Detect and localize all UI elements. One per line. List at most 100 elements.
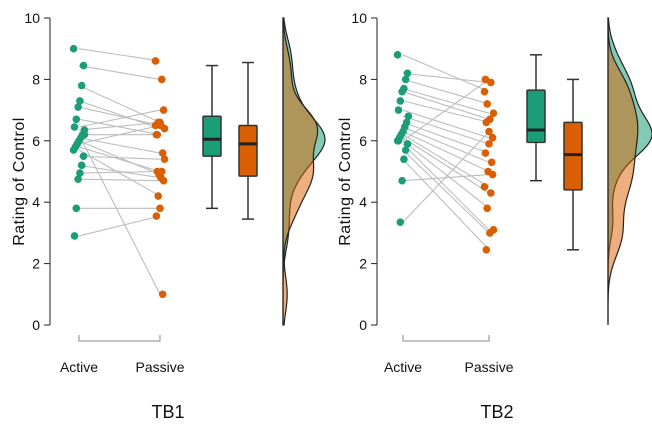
point-active [403, 140, 412, 148]
point-active [401, 75, 410, 84]
paired-line [78, 164, 161, 179]
paired-line [402, 134, 490, 188]
point-active [394, 106, 403, 114]
paired-lines [78, 48, 161, 295]
y-axis-title: Rating of Control [11, 117, 28, 246]
x-axis-line [402, 335, 490, 342]
y-tick-label: 4 [359, 194, 367, 210]
paired-line [402, 137, 490, 194]
y-tick-label: 0 [359, 317, 367, 333]
point-active [70, 232, 79, 240]
paired-line [402, 143, 490, 231]
point-active [74, 175, 82, 183]
point-active [72, 115, 81, 124]
boxplot-box [238, 124, 258, 177]
paired-line [78, 170, 161, 174]
point-passive [158, 75, 166, 84]
point-active [76, 169, 84, 177]
paired-line [402, 109, 490, 139]
boxplot-box [202, 115, 222, 157]
point-passive [482, 245, 491, 254]
paired-line [78, 134, 161, 295]
paired-line [78, 215, 161, 237]
paired-line [402, 91, 490, 120]
x-axis-line [78, 335, 161, 342]
paired-line [402, 100, 490, 123]
paired-line [78, 155, 161, 160]
y-axis-title: Rating of Control [337, 117, 354, 246]
density-group [282, 17, 326, 326]
paired-line [402, 149, 490, 234]
y-tick-label: 10 [351, 10, 367, 26]
data-points [69, 44, 169, 299]
point-passive [485, 140, 493, 148]
paired-line [402, 115, 490, 145]
point-active [69, 44, 78, 53]
y-tick-label: 6 [359, 133, 367, 149]
data-points [393, 51, 498, 254]
paired-line [78, 178, 161, 182]
point-passive [159, 106, 168, 114]
point-passive [480, 87, 489, 96]
x-tick-label-active: Active [60, 359, 98, 375]
point-passive [159, 176, 168, 185]
paired-line [78, 65, 161, 80]
point-passive [482, 118, 491, 127]
point-active [403, 69, 412, 78]
y-tick-label: 8 [359, 71, 367, 87]
point-passive [152, 212, 161, 220]
boxplot-passive [563, 78, 583, 251]
y-tick-label: 10 [24, 10, 40, 26]
point-active [74, 103, 82, 111]
point-passive [152, 130, 161, 139]
point-passive [153, 167, 162, 176]
y-tick-label: 0 [32, 317, 40, 333]
paired-line [402, 78, 490, 142]
point-passive [480, 183, 489, 191]
density-passive [607, 17, 639, 325]
point-active [70, 123, 79, 131]
point-active [72, 204, 81, 213]
y-tick-label: 2 [32, 256, 40, 272]
paired-lines [402, 54, 490, 251]
point-active [404, 112, 413, 121]
boxplot-active [202, 64, 222, 210]
point-active [69, 146, 78, 154]
panel-tb2: 0 2 4 6 8 10 Rating of Control Active Passive TB2 [337, 10, 652, 422]
point-active [394, 137, 403, 145]
point-active [398, 176, 406, 185]
point-passive [156, 204, 164, 213]
point-passive [483, 204, 492, 213]
point-passive [151, 121, 160, 130]
paired-line [402, 126, 490, 163]
point-passive [154, 192, 162, 200]
point-active [401, 146, 410, 154]
boxplot-box [563, 121, 583, 191]
paired-line [402, 54, 490, 93]
paired-line [402, 158, 490, 251]
paired-line [78, 124, 161, 145]
panel-tb1: 0 2 4 6 8 10 Rating of Control Active Passive TB1 [11, 10, 326, 422]
panel-title: TB2 [480, 402, 513, 421]
point-active [76, 97, 84, 105]
point-active [396, 97, 405, 105]
paired-line [402, 78, 490, 105]
point-passive [160, 155, 169, 164]
paired-line [402, 131, 490, 172]
paired-line [78, 121, 161, 131]
point-passive [151, 57, 160, 65]
density-group [607, 17, 652, 325]
point-passive [487, 158, 496, 167]
point-active [393, 51, 402, 59]
point-passive [489, 109, 498, 117]
point-active [79, 152, 88, 160]
y-tick-label: 6 [32, 133, 40, 149]
point-active [398, 87, 406, 96]
paired-line [78, 149, 161, 197]
point-passive [481, 75, 490, 84]
point-passive [158, 149, 167, 157]
density-passive [282, 17, 319, 326]
paired-line [78, 85, 161, 123]
